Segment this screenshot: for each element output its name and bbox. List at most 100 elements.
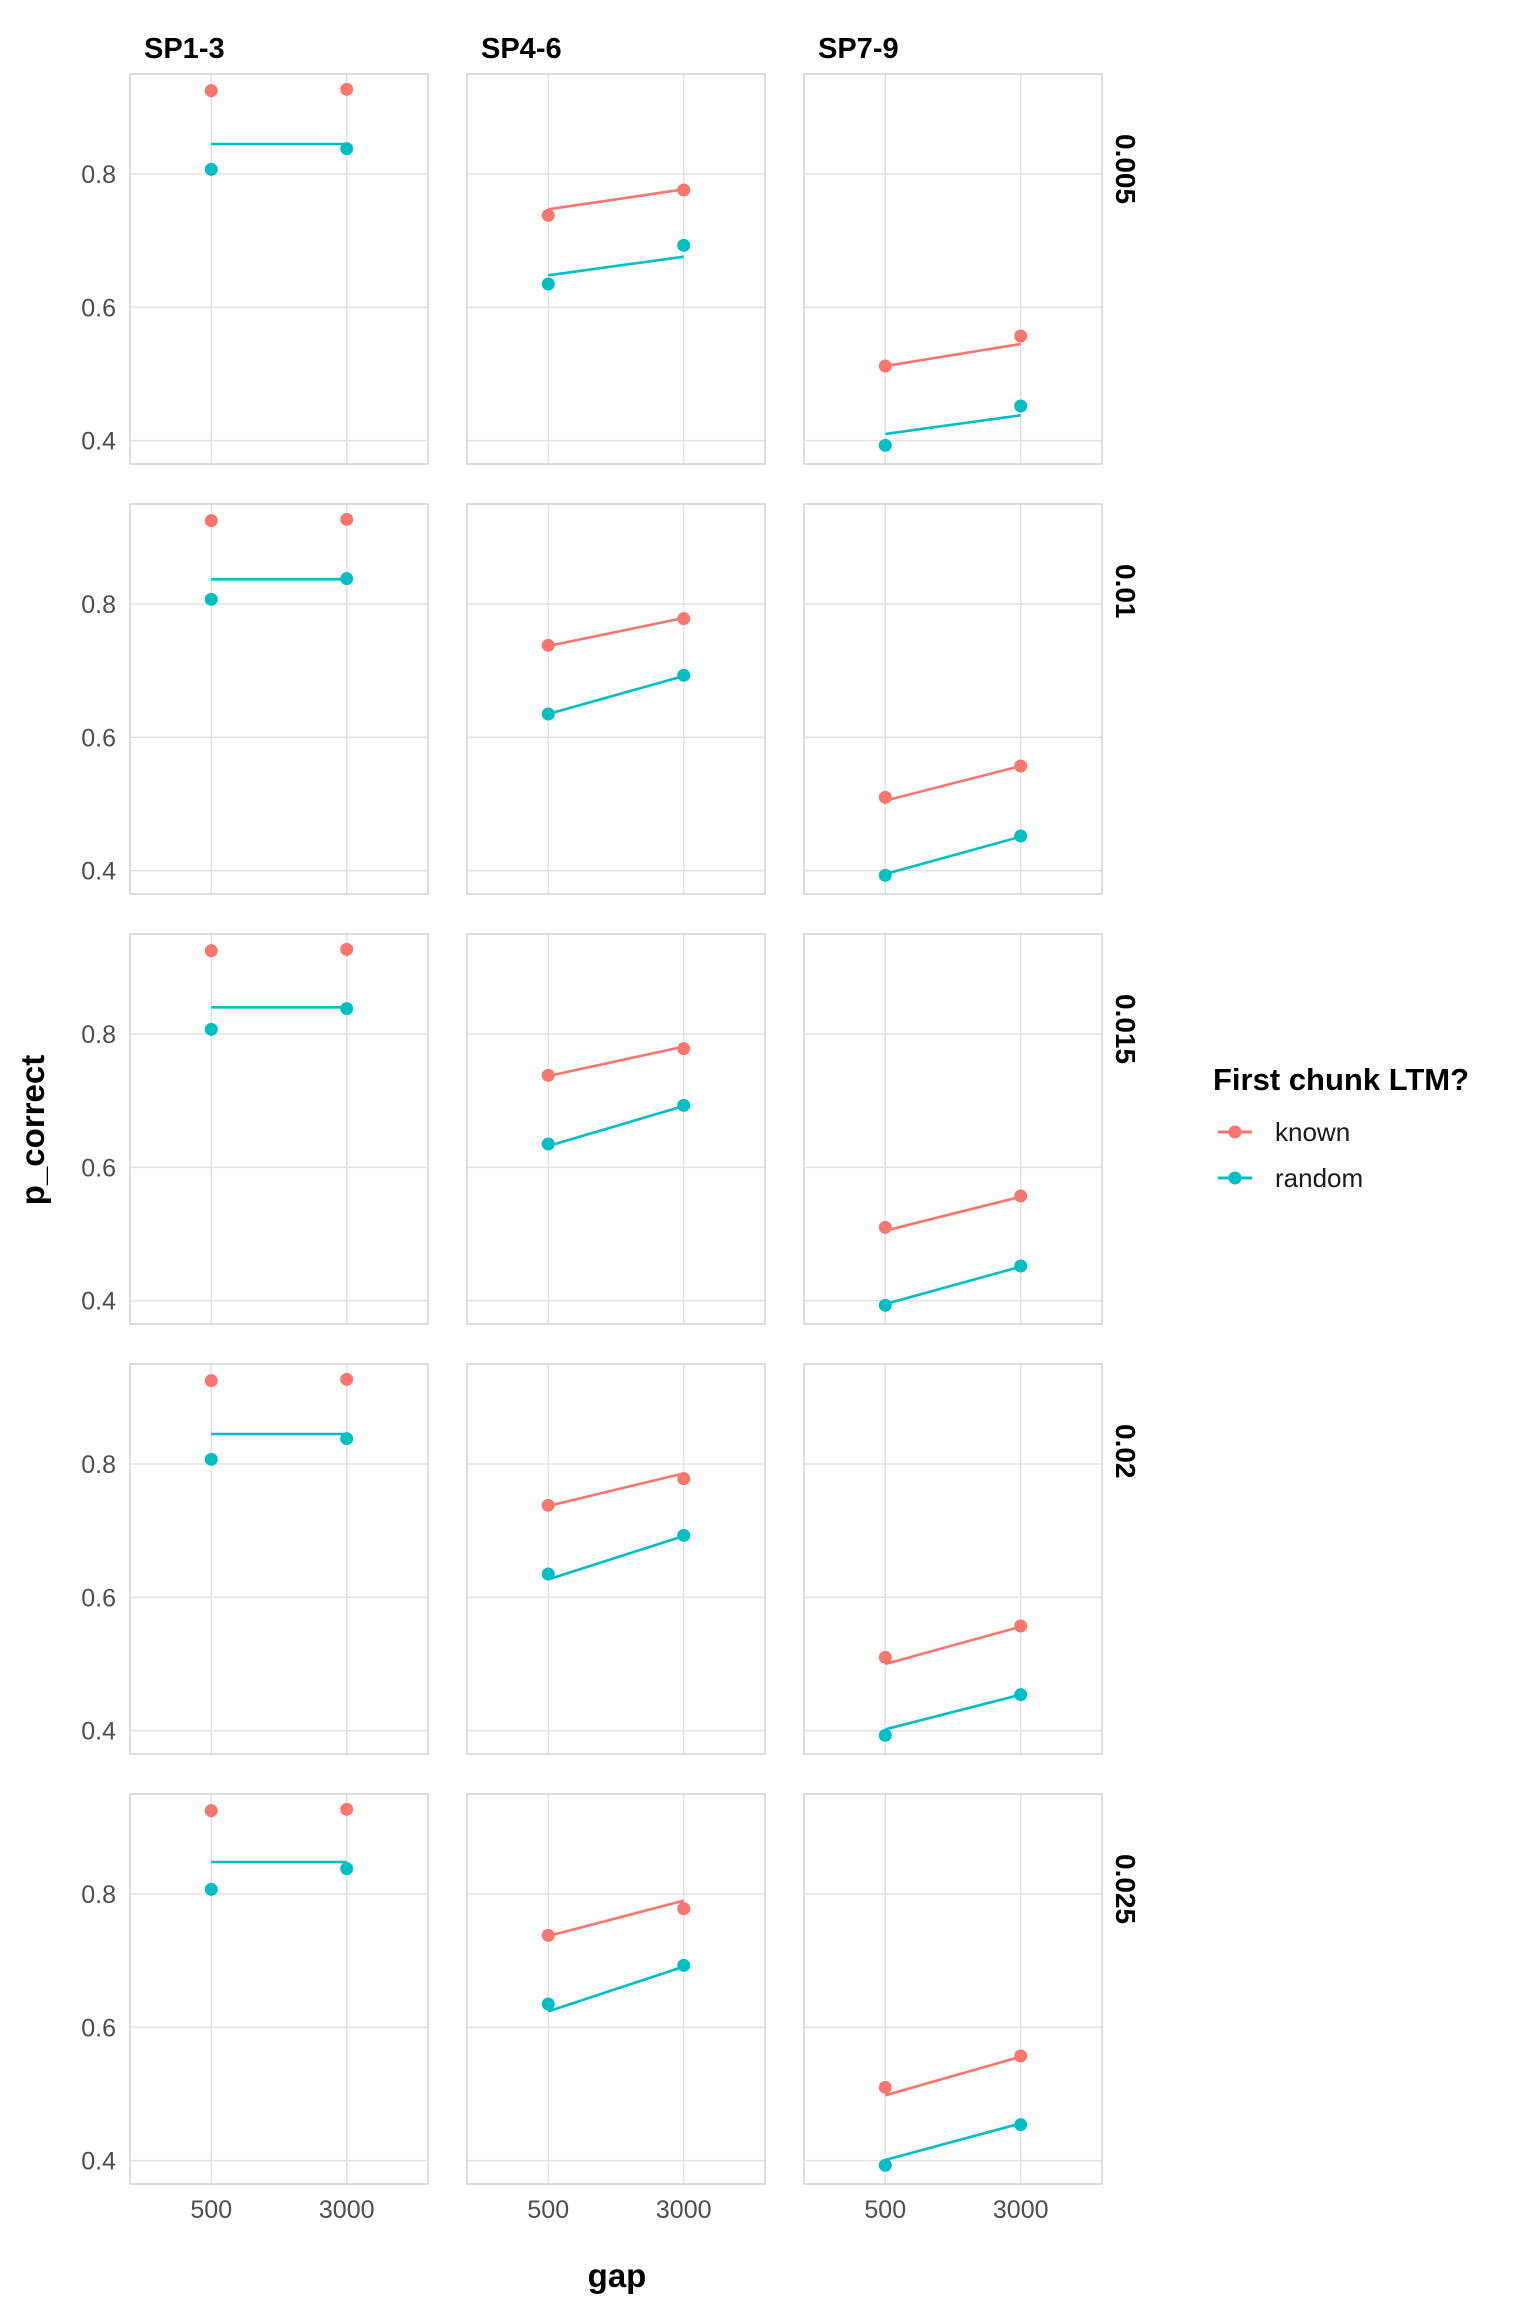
data-point-known: [677, 612, 691, 626]
panel-border: [129, 933, 429, 1325]
data-point-known: [541, 208, 555, 222]
fit-line-known: [547, 1045, 685, 1078]
fit-line-known: [548, 188, 684, 211]
facet-panel: [466, 73, 766, 465]
data-point-known: [204, 1804, 218, 1818]
facet-panel: [466, 1793, 766, 2185]
legend-title: First chunk LTM?: [1213, 1062, 1469, 1097]
data-point-known: [204, 514, 218, 528]
data-point-known: [1014, 759, 1028, 773]
fit-line-random: [547, 674, 685, 716]
facet-panel: [129, 1363, 429, 1755]
facet-panel: [803, 933, 1103, 1325]
data-point-known: [677, 183, 691, 197]
fit-line-random: [884, 835, 1022, 876]
data-point-random: [204, 1022, 218, 1036]
facet-panel: [129, 73, 429, 465]
data-point-known: [204, 1374, 218, 1388]
data-point-random: [204, 162, 218, 176]
data-point-random: [677, 1098, 691, 1112]
panel-border: [129, 73, 429, 465]
data-point-known: [878, 790, 892, 804]
y-tick-label: 0.6: [81, 2014, 116, 2042]
facet-panel: [466, 503, 766, 895]
data-point-random: [677, 1528, 691, 1542]
panel-border: [803, 1363, 1103, 1755]
data-point-known: [677, 1042, 691, 1056]
data-point-random: [878, 1728, 892, 1742]
x-tick-label: 3000: [656, 2196, 712, 2224]
facet-panel: [803, 1363, 1103, 1755]
data-point-random: [1014, 829, 1028, 843]
data-point-random: [677, 1958, 691, 1972]
data-point-known: [878, 2080, 892, 2094]
data-point-random: [340, 1002, 354, 1016]
y-tick-label: 0.8: [81, 591, 116, 619]
panel-border: [803, 73, 1103, 465]
data-point-known: [340, 1372, 354, 1386]
y-tick-label: 0.4: [81, 1718, 116, 1746]
data-point-random: [340, 1862, 354, 1876]
data-point-known: [204, 84, 218, 98]
data-point-known: [541, 1928, 555, 1942]
data-point-known: [1014, 1189, 1028, 1203]
fit-line-known: [884, 1625, 1022, 1666]
legend-item-known: known: [1218, 1117, 1350, 1147]
panel-border: [466, 1793, 766, 2185]
panel-border: [129, 503, 429, 895]
data-point-known: [1014, 329, 1028, 343]
fit-line-known: [884, 764, 1022, 802]
fit-line-known: [885, 342, 1021, 368]
data-point-known: [340, 942, 354, 956]
data-point-random: [541, 1997, 555, 2011]
x-tick-label: 3000: [993, 2196, 1049, 2224]
panel-border: [803, 933, 1103, 1325]
x-axis-title: gap: [588, 2257, 647, 2294]
panel-border: [129, 1793, 429, 2185]
panel-border: [803, 1793, 1103, 2185]
legend: First chunk LTM? known random: [1213, 1062, 1469, 1193]
facet-panel: [466, 933, 766, 1325]
data-point-random: [878, 1298, 892, 1312]
data-point-known: [340, 512, 354, 526]
y-tick-label: 0.6: [81, 1584, 116, 1612]
legend-item-random: random: [1218, 1163, 1363, 1193]
data-point-random: [677, 238, 691, 252]
panel-border: [129, 1363, 429, 1755]
data-point-random: [1014, 1259, 1028, 1273]
data-point-known: [204, 944, 218, 958]
data-point-random: [340, 572, 354, 586]
data-point-random: [541, 1137, 555, 1151]
data-point-random: [878, 868, 892, 882]
y-tick-label: 0.8: [81, 161, 116, 189]
data-point-random: [541, 277, 555, 291]
fit-line-random: [884, 2122, 1022, 2162]
facet-row-label: 0.02: [1110, 1424, 1141, 1479]
facet-row-label: 0.005: [1110, 134, 1141, 204]
y-tick-label: 0.4: [81, 2148, 116, 2176]
data-point-known: [541, 638, 555, 652]
fit-line-random: [547, 1965, 685, 2013]
data-point-random: [878, 438, 892, 452]
x-tick-label: 3000: [319, 2196, 375, 2224]
facet-column-label: SP4-6: [481, 33, 562, 65]
y-axis-title: p_correct: [14, 1055, 51, 1205]
data-point-known: [340, 1802, 354, 1816]
axes-text-layer: SP1-3 SP4-6 SP7-9 0.005 0.01 0.015 0.02 0.025 0.…: [81, 33, 1141, 2224]
data-point-known: [340, 82, 354, 96]
legend-swatch-dot-random: [1228, 1171, 1242, 1185]
data-point-random: [677, 668, 691, 682]
y-tick-label: 0.8: [81, 1881, 116, 1909]
fit-line-random: [547, 1534, 685, 1581]
data-point-random: [340, 1432, 354, 1446]
data-point-known: [878, 1650, 892, 1664]
y-tick-label: 0.6: [81, 294, 116, 322]
facet-panel: [803, 503, 1103, 895]
facet-column-label: SP1-3: [144, 33, 225, 65]
data-point-random: [1014, 1688, 1028, 1702]
fit-line-known: [547, 1899, 685, 1938]
data-point-known: [1014, 2049, 1028, 2063]
fit-line-known: [547, 1472, 685, 1508]
data-point-known: [677, 1902, 691, 1916]
